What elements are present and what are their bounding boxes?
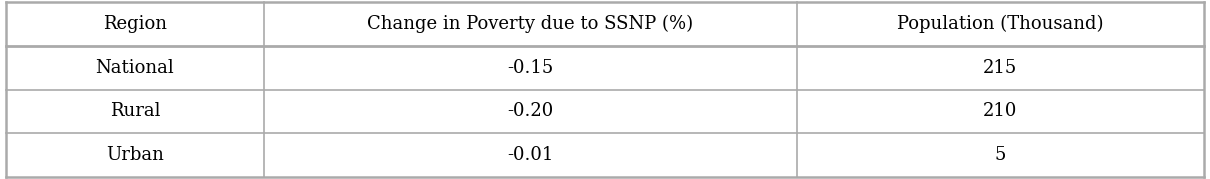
Bar (796, 133, 1204, 177)
Bar (264, 46, 796, 90)
Bar (6, 90, 264, 133)
Text: Change in Poverty due to SSNP (%): Change in Poverty due to SSNP (%) (367, 15, 693, 33)
Text: -0.01: -0.01 (507, 146, 553, 164)
Text: -0.15: -0.15 (507, 59, 553, 77)
Bar (6, 133, 264, 177)
Bar (796, 90, 1204, 133)
Text: 210: 210 (983, 102, 1018, 120)
Bar (264, 133, 796, 177)
Bar (6, 46, 264, 90)
Text: 5: 5 (995, 146, 1006, 164)
Text: National: National (96, 59, 174, 77)
Text: 215: 215 (984, 59, 1018, 77)
Text: Population (Thousand): Population (Thousand) (897, 15, 1104, 33)
Bar (796, 2, 1204, 46)
Text: Rural: Rural (110, 102, 160, 120)
Bar (264, 2, 796, 46)
Bar (6, 2, 264, 46)
Bar (796, 46, 1204, 90)
Text: -0.20: -0.20 (507, 102, 553, 120)
Bar (264, 90, 796, 133)
Text: Urban: Urban (106, 146, 163, 164)
Text: Region: Region (103, 15, 167, 33)
